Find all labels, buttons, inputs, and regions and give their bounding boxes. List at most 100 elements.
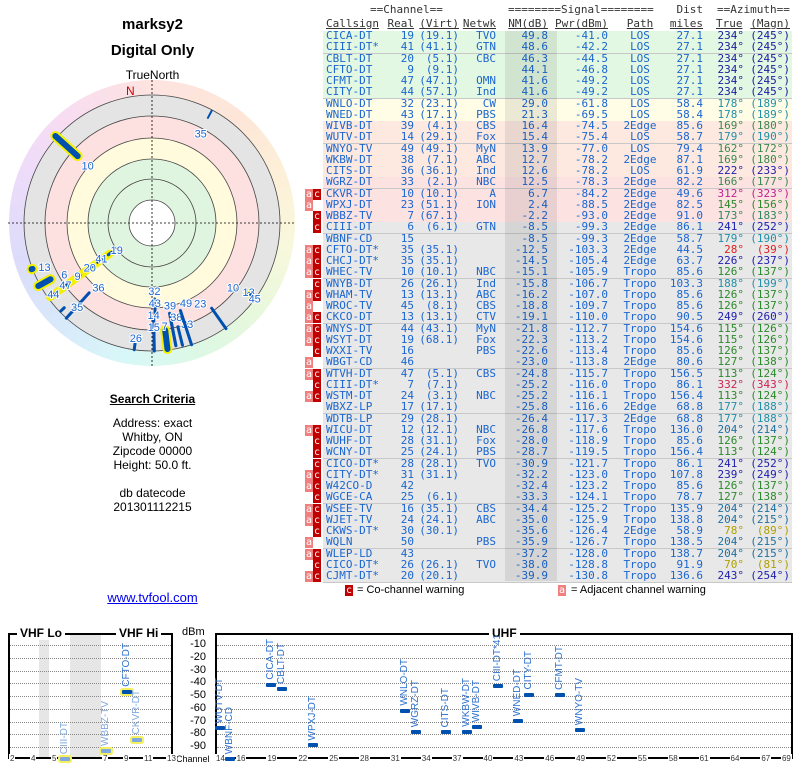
grid-line [10,696,171,697]
power-cell: -75.4 [574,130,608,144]
adjacent-warning-flag: a [305,323,313,335]
callsign-cell: CITS-DT [326,164,373,177]
table-row[interactable]: W42CO-D 42 -32.4 -123.2 Tropo 85.6 126° (137°) [323,479,792,493]
table-row[interactable]: WSYT-DT 19 (68.1) Fox -22.3 -113.2 Tropo 154.6 1… [323,333,792,347]
table-row[interactable]: WBXZ-LP 17 (17.1) -25.8 -116.6 2Edge 68.8 177° (… [323,400,792,415]
path-cell: Tropo [623,422,657,436]
table-row[interactable]: WUHF-DT 28 (31.1) Fox -28.0 -118.9 Tropo 85.6 12… [323,434,792,448]
path-cell: Tropo [623,479,657,492]
azimuth-true-cell: 204° [717,535,745,549]
table-row[interactable]: WIVB-DT 39 (4.1) CBS 16.4 -74.5 2Edge 85.6 169° (… [323,119,792,133]
distance-cell: 136.0 [669,422,703,436]
callsign-cell: WBBZ-TV [326,209,373,222]
distance-cell: 107.8 [669,467,703,481]
virtual-channel-cell: (49.1) [419,141,459,155]
radar-channel-label: 26 [130,333,142,345]
table-row[interactable]: CJMT-DT* 20 (20.1) -39.9 -130.8 Tropo 136.6 243… [323,569,792,583]
azimuth-magn-cell: (245°) [750,62,790,76]
path-cell: Tropo [623,344,657,357]
table-row[interactable]: WDTB-LP 29 (28.1) -26.4 -117.3 2Edge 68.8 177° (… [323,412,792,426]
virtual-channel-cell: (17.1) [419,400,459,414]
azimuth-magn-cell: (245°) [750,85,790,99]
signal-bar [122,689,132,694]
network-cell: GTN [476,220,496,234]
azimuth-true-cell: 226° [717,254,745,267]
path-cell: 2Edge [623,231,657,245]
nm-cell: -24.8 [514,366,548,380]
table-row[interactable]: WNLO-DT 32 (23.1) CW 29.0 -61.8 LOS 58.4 178° (18… [323,97,792,111]
azimuth-magn-cell: (245°) [750,74,790,87]
power-cell: -116.6 [568,400,608,414]
table-row[interactable]: CKWS-DT* 30 (30.1) -35.6 -126.4 2Edge 58.9 78° (… [323,524,792,538]
co-channel-warning-flag: c [313,469,321,481]
table-row[interactable]: WUTV-DT 14 (29.1) Fox 15.4 -75.4 LOS 58.7 179° (1… [323,130,792,145]
path-cell: 2Edge [623,175,657,189]
azimuth-magn-cell: (245°) [750,29,790,42]
real-channel-cell: 42 [400,479,414,492]
radar-station-mark [176,325,184,347]
north-marker: N [126,84,135,98]
nm-cell: -39.9 [514,569,548,582]
table-row[interactable]: CBLT-DT 20 (5.1) CBC 46.3 -44.5 LOS 27.1 234° (24… [323,52,792,66]
azimuth-true-cell: 179° [717,130,745,144]
nm-cell: -18.8 [514,299,548,312]
network-cell: TVO [476,456,496,470]
table-row[interactable]: WJET-TV 24 (24.1) ABC -35.0 -125.9 Tropo 138.8 2… [323,512,792,527]
callsign-cell: CIII-DT* [326,40,379,54]
table-row[interactable]: WHAM-TV 13 (13.1) ABC -16.2 -107.0 Tropo 85.6 12… [323,288,792,302]
table-row[interactable]: WICU-DT 12 (12.1) NBC -26.8 -117.6 Tropo 136.0 2… [323,422,792,437]
table-row[interactable]: WBGT-CD 46 -23.0 -113.8 2Edge 80.6 127° (138°) [323,356,792,370]
radar-channel-label: 10 [82,160,94,172]
table-row[interactable]: CIII-DT* 7 (7.1) -25.2 -116.0 Tropo 86.1 332° (3… [323,378,792,392]
dbm-tick-label: -50 [190,689,206,701]
callsign-cell: WNYS-DT [326,321,373,335]
virtual-channel-cell: (30.1) [419,524,459,537]
adjacent-warning-flag: a [305,481,313,492]
tvfool-link[interactable]: www.tvfool.com [107,590,198,605]
dbm-tick-label: -30 [190,663,206,676]
table-row[interactable]: CKCO-DT 13 (13.1) CTV -19.1 -110.0 Tropo 90.5 24… [323,311,792,325]
table-row[interactable]: WCNY-DT 25 (24.1) PBS -28.7 -119.5 Tropo 156.4 1… [323,446,792,460]
adjacent-warning-flag: a [305,391,313,402]
real-channel-cell: 28 [400,434,414,447]
table-row[interactable]: WGRZ-DT 33 (2.1) NBC 12.5 -78.3 2Edge 82.2 166° (… [323,175,792,190]
real-channel-cell: 35 [400,242,414,256]
path-cell: LOS [630,164,650,177]
callsign-cell: CKVR-DT [326,186,373,200]
table-row[interactable]: CHCJ-DT* 35 (35.1) -14.5 -105.4 2Edge 63.7 226°… [323,254,792,268]
table-row[interactable]: WSEE-TV 16 (35.1) CBS -34.4 -125.2 Tropo 135.9 2… [323,502,792,516]
dist-group-header: Dist [676,3,704,16]
path-cell: 2Edge [623,186,657,200]
table-row[interactable]: WBBZ-TV 7 (67.1) -2.2 -93.0 2Edge 91.0 173° (183… [323,209,792,223]
table-row[interactable]: WGCE-CA 25 (6.1) -33.3 -124.1 Tropo 78.7 127° (1… [323,491,792,505]
path-cell: 2Edge [623,119,657,132]
virtual-channel-cell: (31.1) [419,434,459,447]
distance-cell: 58.7 [676,231,704,245]
station-label: CICA-DT [265,638,277,680]
signal-bar [60,756,70,761]
signal-bar [266,682,277,687]
co-channel-warning-flag: c [313,222,321,234]
real-channel-cell: 30 [400,524,414,537]
nm-cell: 15.4 [521,130,549,144]
table-row[interactable]: CIII-DT* 41 (41.1) GTN 48.6 -42.2 LOS 27.1 234° (… [323,40,792,55]
real-channel-cell: 12 [400,422,414,436]
radar-channel-label: 19 [111,245,123,257]
station-label: CIII-DT*41 [491,633,503,682]
table-row[interactable]: WSTM-DT 24 (3.1) NBC -25.2 -116.1 Tropo 156.4 11… [323,390,792,403]
table-row[interactable]: WTVH-DT 47 (5.1) CBS -24.8 -115.7 Tropo 156.5 11… [323,366,792,381]
table-row[interactable]: WNYB-DT 26 (26.1) Ind -15.8 -106.7 Tropo 103.3 1… [323,277,792,291]
distance-cell: 58.4 [676,107,704,121]
path-cell: Tropo [623,299,657,312]
virtual-channel-cell: (35.1) [419,242,459,256]
adjacent-warning-flag: a [305,357,313,369]
table-row[interactable]: WNYS-DT 44 (43.1) MyN -21.8 -112.7 Tropo 154.6 1… [323,321,792,336]
azimuth-true-cell: 204° [717,512,745,526]
distance-cell: 68.8 [676,400,704,414]
col-nm: NM(dB) [508,17,548,30]
table-row[interactable]: CKVR-DT 10 (10.1) A 6.7 -84.2 2Edge 49.6 312° (32… [323,186,792,201]
real-channel-cell: 47 [400,366,414,380]
power-cell: -123.0 [568,467,608,481]
distance-cell: 138.5 [669,535,703,549]
table-row[interactable]: CFTO-DT* 35 (35.1) -12.5 -103.3 2Edge 44.5 28° (… [323,242,792,257]
